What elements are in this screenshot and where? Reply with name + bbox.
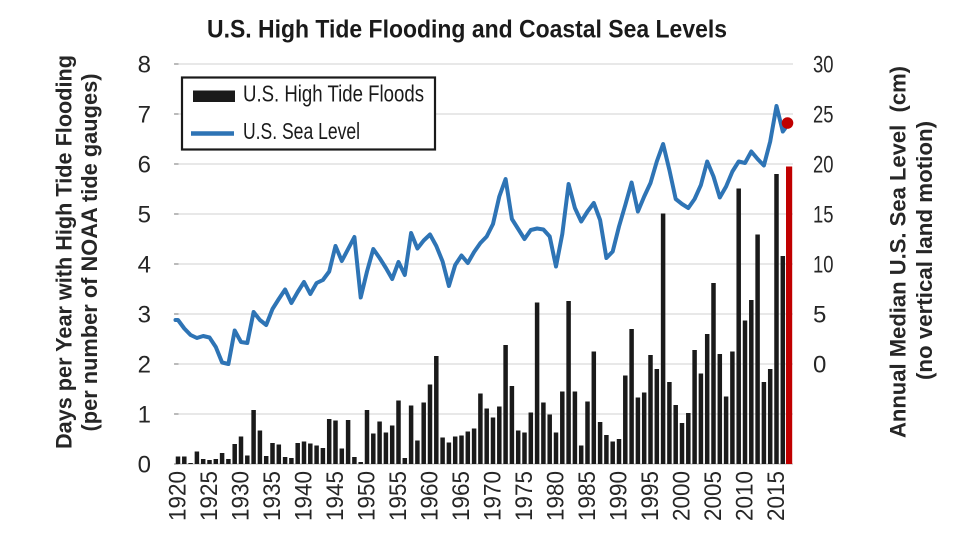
svg-text:1965: 1965 [448,471,475,521]
svg-text:Days per Year with High Tide F: Days per Year with High Tide Flooding [52,55,77,449]
svg-text:15: 15 [813,202,834,229]
svg-text:1995: 1995 [637,471,664,521]
svg-text:2000: 2000 [669,471,696,521]
svg-text:25: 25 [813,102,834,129]
svg-text:7: 7 [138,102,151,129]
svg-text:1955: 1955 [385,471,412,521]
svg-text:1950: 1950 [354,471,381,521]
svg-text:10: 10 [813,252,834,279]
svg-text:(no vertical land motion): (no vertical land motion) [912,121,937,380]
svg-text:(per number of NOAA tide gauge: (per number of NOAA tide gauges) [77,74,102,432]
svg-text:0: 0 [813,352,826,379]
svg-text:30: 30 [813,52,834,79]
svg-text:2: 2 [138,352,151,379]
svg-text:1960: 1960 [417,471,444,521]
svg-text:U.S. High Tide Floods: U.S. High Tide Floods [243,81,424,107]
svg-text:2005: 2005 [700,471,727,521]
svg-text:1975: 1975 [511,471,538,521]
svg-text:3: 3 [138,302,151,329]
svg-text:5: 5 [813,302,826,329]
svg-text:1925: 1925 [196,471,223,521]
svg-text:1: 1 [138,402,151,429]
svg-text:2010: 2010 [732,471,759,521]
svg-text:20: 20 [813,152,834,179]
svg-text:6: 6 [138,152,151,179]
svg-text:8: 8 [138,52,151,79]
svg-text:2015: 2015 [763,471,790,521]
svg-text:U.S. High Tide Flooding and Co: U.S. High Tide Flooding and Coastal Sea … [207,16,727,44]
svg-text:1935: 1935 [259,471,286,521]
svg-text:1990: 1990 [606,471,633,521]
svg-text:1945: 1945 [322,471,349,521]
svg-text:5: 5 [138,202,151,229]
svg-text:1930: 1930 [228,471,255,521]
svg-text:0: 0 [138,452,151,479]
svg-text:4: 4 [138,252,151,279]
svg-text:U.S. Sea Level: U.S. Sea Level [243,118,360,144]
svg-text:Annual Median U.S. Sea Level: Annual Median U.S. Sea Level (cm) [886,66,911,438]
svg-text:1980: 1980 [543,471,570,521]
svg-text:1920: 1920 [165,471,192,521]
svg-text:1970: 1970 [480,471,507,521]
svg-text:1940: 1940 [291,471,318,521]
svg-text:1985: 1985 [574,471,601,521]
